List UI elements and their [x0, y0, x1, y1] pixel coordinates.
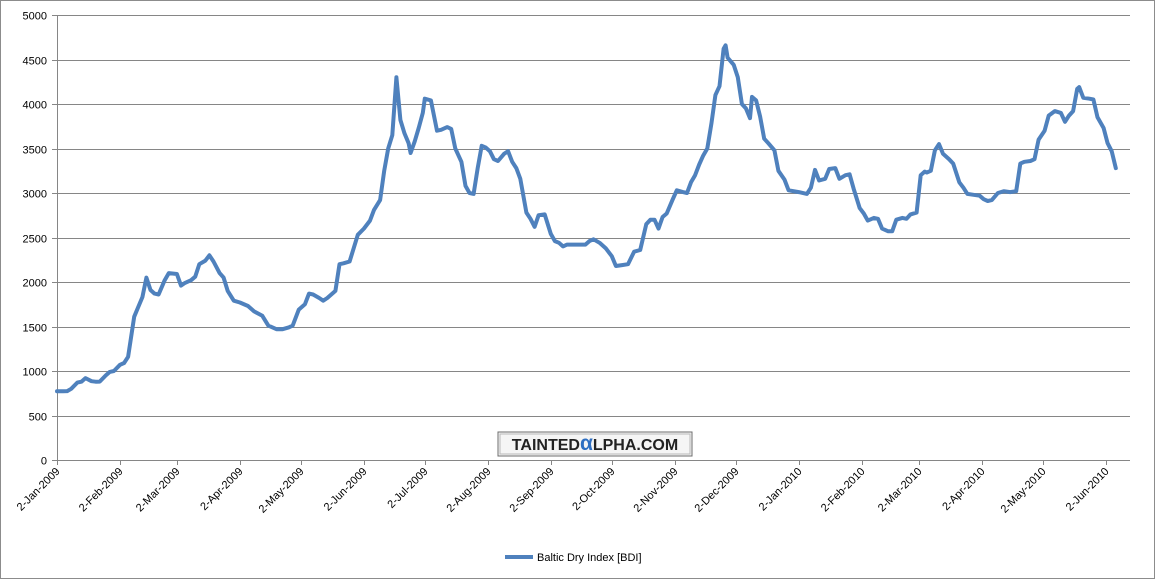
y-tick-label: 5000: [23, 11, 47, 23]
svg-text:TAINTEDαLPHA.COM: TAINTEDαLPHA.COM: [512, 432, 678, 455]
legend: Baltic Dry Index [BDI]: [505, 552, 642, 564]
x-tick-label: 2-Apr-2009: [198, 466, 245, 513]
y-tick-label: 4000: [23, 100, 47, 112]
x-tick-label: 2-Apr-2010: [940, 466, 987, 513]
y-tick-label: 1500: [23, 323, 47, 335]
x-tick-label: 2-Nov-2009: [631, 466, 680, 515]
x-tick-label: 2-Jun-2009: [322, 466, 370, 514]
x-tick-label: 2-May-2009: [257, 466, 307, 516]
y-tick-label: 2000: [23, 278, 47, 290]
y-axis: 0 500 1000 1500 2000 2500 3000 3500 4000 4500 5000: [23, 11, 58, 468]
x-tick-label: 2-Dec-2009: [692, 466, 741, 515]
series-line-bdi: [55, 43, 1118, 394]
y-tick-label: 500: [29, 412, 47, 424]
x-tick-label: 2-Sep-2009: [507, 466, 556, 515]
watermark-logo: TAINTEDαLPHA.COM: [497, 431, 693, 457]
x-tick-label: 2-May-2010: [999, 466, 1049, 516]
x-tick-label: 2-Aug-2009: [444, 466, 493, 515]
x-axis: 2-Jan-2009 2-Feb-2009 2-Mar-2009 2-Apr-2009…: [15, 460, 1130, 516]
y-tick-label: 3500: [23, 145, 47, 157]
x-tick-label: 2-Feb-2010: [819, 466, 868, 515]
x-tick-label: 2-Mar-2010: [876, 466, 925, 515]
y-tick-label: 3000: [23, 189, 47, 201]
x-tick-label: 2-Jan-2010: [757, 466, 805, 514]
y-tick-label: 2500: [23, 234, 47, 246]
x-tick-label: 2-Jul-2009: [385, 466, 430, 511]
y-tick-label: 0: [41, 456, 47, 468]
x-tick-label: 2-Feb-2009: [77, 466, 126, 515]
y-tick-label: 4500: [23, 56, 47, 68]
legend-label: Baltic Dry Index [BDI]: [537, 552, 642, 564]
x-tick-label: 2-Jun-2010: [1064, 466, 1112, 514]
x-tick-label: 2-Mar-2009: [134, 466, 183, 515]
x-tick-label: 2-Jan-2009: [15, 466, 63, 514]
y-tick-label: 1000: [23, 367, 47, 379]
x-tick-label: 2-Oct-2009: [570, 466, 617, 513]
